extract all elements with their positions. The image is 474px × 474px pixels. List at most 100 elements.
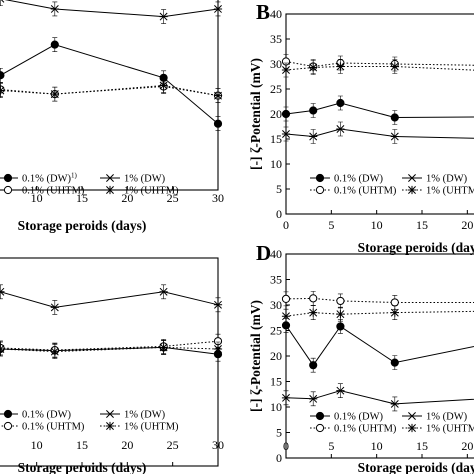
series-line bbox=[285, 128, 474, 139]
panel-1: 051015202530Storage peroids (days)0.1% (… bbox=[0, 0, 224, 233]
series-line bbox=[0, 340, 219, 351]
x-tick-label: 20 bbox=[121, 438, 133, 452]
data-point bbox=[213, 119, 223, 128]
data-point bbox=[50, 4, 59, 13]
y-tick-label: 5 bbox=[276, 426, 282, 440]
x-tick-label: 20 bbox=[461, 439, 473, 453]
panel-2: 05101520250510152025303540Storage peroid… bbox=[248, 0, 474, 255]
legend-label: 0.1% (DW) bbox=[334, 412, 383, 423]
data-point bbox=[0, 0, 5, 3]
x-tick-label: 5 bbox=[328, 218, 334, 232]
legend-marker bbox=[105, 421, 115, 431]
legend-label: 0.1% (UHTM) bbox=[22, 422, 85, 433]
series-1 bbox=[281, 318, 474, 373]
legend: 0.1% (DW)1) 1% (DW) 0.1% (UHTM) 1% (UHTM) bbox=[0, 172, 179, 197]
plot-frame bbox=[0, 257, 219, 467]
series-3 bbox=[281, 291, 474, 310]
legend-label: 1% (DW) bbox=[426, 174, 468, 185]
series-line bbox=[0, 346, 219, 353]
series-line bbox=[0, 44, 219, 125]
data-point bbox=[213, 4, 223, 13]
data-point bbox=[213, 344, 223, 354]
series-4 bbox=[0, 78, 223, 103]
data-point bbox=[336, 125, 345, 133]
legend-label: 0.1% (UHTM) bbox=[22, 186, 85, 197]
y-tick-label: 20 bbox=[270, 107, 282, 121]
y-tick-label: 30 bbox=[270, 298, 282, 312]
x-tick-label: 10 bbox=[371, 439, 383, 453]
data-point bbox=[159, 12, 168, 21]
panel-4: 05101520250510152025303540Storage peroid… bbox=[248, 241, 474, 474]
legend-label: 1% (UHTM) bbox=[124, 186, 179, 197]
data-point bbox=[390, 308, 399, 317]
y-tick-label: 0 bbox=[276, 451, 282, 465]
y-tick-label: 15 bbox=[270, 132, 282, 146]
series-line bbox=[0, 291, 219, 308]
legend-label: 1% (UHTM) bbox=[426, 424, 474, 435]
data-point bbox=[50, 303, 59, 312]
legend-marker bbox=[315, 423, 325, 433]
y-tick-label: 10 bbox=[270, 400, 282, 414]
legend-marker bbox=[315, 173, 325, 183]
y-tick-label: 0 bbox=[276, 207, 282, 221]
data-point bbox=[281, 393, 291, 402]
legend-label: 1% (UHTM) bbox=[124, 422, 179, 433]
legend: 0.1% (DW) 1% (DW) 0.1% (UHTM) 1% (UHTM) bbox=[310, 174, 474, 197]
x-tick-label: 10 bbox=[31, 438, 43, 452]
x-tick-label: 30 bbox=[212, 191, 224, 205]
legend: 0.1% (DW) 1% (DW) 0.1% (UHTM) 1% (UHTM) bbox=[310, 412, 474, 435]
data-point bbox=[281, 294, 291, 303]
y-tick-label: 30 bbox=[270, 57, 282, 71]
series-1 bbox=[0, 37, 223, 131]
x-axis-label: Storage peroids (days) bbox=[18, 218, 147, 233]
series-2 bbox=[281, 383, 474, 412]
x-tick-label: 25 bbox=[167, 438, 179, 452]
data-point bbox=[309, 106, 318, 115]
legend-marker bbox=[105, 185, 115, 195]
panel-letter: D bbox=[256, 241, 271, 265]
x-tick-label: 15 bbox=[416, 218, 428, 232]
x-tick-label: 30 bbox=[212, 438, 224, 452]
series-line bbox=[4, 0, 219, 18]
data-point bbox=[159, 81, 168, 90]
series-3 bbox=[281, 54, 474, 74]
data-point bbox=[309, 308, 318, 317]
x-tick-label: 10 bbox=[371, 218, 383, 232]
x-tick-label: 15 bbox=[76, 191, 88, 205]
y-tick-label: 40 bbox=[270, 7, 282, 21]
x-axis-label: Storage peroids (days) bbox=[358, 240, 474, 255]
legend-label: 0.1% (DW) bbox=[22, 410, 71, 421]
legend-marker bbox=[407, 423, 417, 433]
data-point bbox=[390, 132, 399, 141]
data-point bbox=[309, 63, 318, 72]
data-point bbox=[50, 90, 59, 99]
x-tick-label: 0 bbox=[283, 218, 289, 232]
legend-marker bbox=[3, 409, 13, 419]
x-axis-label: Storage peroids (days) bbox=[358, 460, 474, 474]
data-point bbox=[336, 310, 345, 319]
legend-marker bbox=[407, 185, 417, 195]
data-point bbox=[0, 71, 5, 80]
series-line bbox=[0, 346, 219, 355]
plot-frame bbox=[0, 0, 219, 191]
data-point bbox=[50, 40, 59, 49]
x-axis-label: Storage peroids (days) bbox=[18, 460, 147, 474]
legend-marker bbox=[105, 410, 115, 418]
series-4 bbox=[0, 340, 223, 359]
y-tick-label: 40 bbox=[270, 247, 282, 261]
panel-letter: B bbox=[256, 0, 270, 24]
data-point bbox=[159, 343, 168, 352]
data-point bbox=[390, 399, 399, 408]
y-axis-label: [-] ζ-Potential (mV) bbox=[248, 300, 263, 412]
data-point bbox=[281, 130, 291, 138]
data-point bbox=[309, 394, 318, 403]
data-point bbox=[390, 298, 399, 307]
data-point bbox=[336, 386, 345, 395]
legend-label: 0.1% (DW)1) bbox=[22, 172, 77, 185]
data-point bbox=[50, 347, 59, 356]
y-tick-label: 20 bbox=[270, 349, 282, 363]
x-tick-label: 15 bbox=[76, 438, 88, 452]
y-tick-label: 25 bbox=[270, 82, 282, 96]
data-point bbox=[213, 300, 223, 309]
data-point bbox=[309, 132, 318, 141]
